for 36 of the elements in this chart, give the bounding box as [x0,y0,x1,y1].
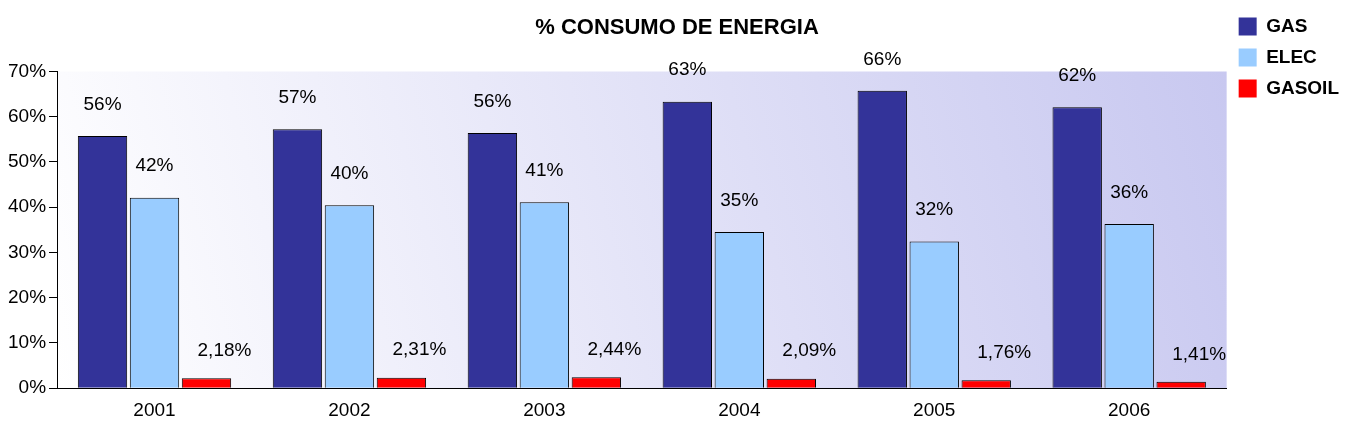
data-label: 36% [1110,180,1149,202]
y-tick-label: 60% [8,104,47,126]
data-label: 42% [135,154,174,176]
data-label: 63% [668,58,707,80]
data-label: 2,31% [392,338,447,360]
data-label: 66% [863,47,902,69]
data-label: 57% [278,86,317,108]
x-tick-label: 2001 [133,398,176,420]
x-tick-label: 2002 [328,398,371,420]
legend-label: GAS [1266,14,1308,36]
y-tick-label: 30% [8,240,47,262]
y-tick-label: 70% [8,59,47,81]
data-label: 62% [1058,63,1097,85]
legend-label: GASOIL [1266,76,1340,98]
data-label: 2,09% [782,339,837,361]
data-label: 32% [915,198,954,220]
data-label: 2,18% [197,339,252,361]
x-tick-label: 2006 [1108,398,1151,420]
data-label: 35% [720,188,759,210]
x-tick-label: 2003 [523,398,566,420]
data-label: 56% [473,89,512,111]
y-tick-label: 10% [8,331,47,353]
data-label: 41% [525,158,564,180]
y-tick-label: 0% [18,376,47,398]
chart-title: % CONSUMO DE ENERGIA [535,14,819,40]
y-tick-label: 20% [8,285,47,307]
data-label: 2,44% [587,337,642,359]
x-tick-label: 2004 [718,398,761,420]
x-tick-label: 2005 [913,398,956,420]
data-label: 1,41% [1172,342,1227,364]
y-tick-label: 50% [8,150,47,172]
data-label: 40% [330,162,369,184]
legend-label: ELEC [1266,45,1318,67]
data-label: 1,76% [977,340,1032,362]
y-tick-label: 40% [8,195,47,217]
data-label: 56% [83,92,122,114]
